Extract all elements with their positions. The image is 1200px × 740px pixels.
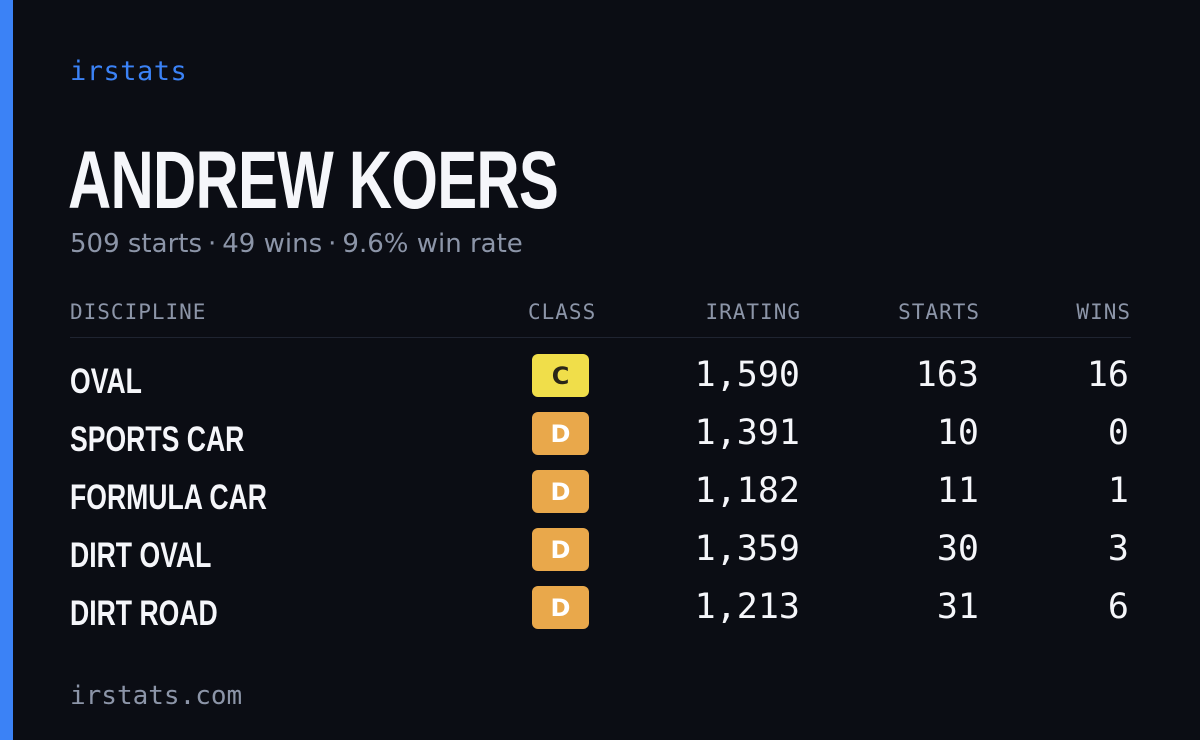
header-wins: WINS	[1076, 300, 1131, 324]
class-badge: D	[532, 586, 589, 629]
accent-bar	[0, 0, 13, 740]
irating-value: 1,213	[694, 587, 800, 627]
summary-separator: ·	[328, 229, 337, 259]
driver-summary: 509 starts · 49 wins · 9.6% win rate	[70, 229, 523, 259]
class-badge: D	[532, 412, 589, 455]
discipline-name: SPORTS CAR	[70, 420, 245, 459]
starts-value: 11	[936, 471, 979, 511]
header-starts: STARTS	[898, 300, 980, 324]
class-badge: D	[532, 470, 589, 513]
driver-name: ANDREW KOERS	[68, 135, 559, 226]
table-row: FORMULA CAR D 1,182 11 1	[70, 470, 1131, 528]
wins-value: 6	[1107, 587, 1129, 627]
irating-value: 1,359	[694, 529, 800, 569]
table-header: DISCIPLINE CLASS IRATING STARTS WINS	[70, 296, 1131, 338]
discipline-name: FORMULA CAR	[70, 478, 268, 517]
discipline-name: OVAL	[70, 362, 142, 401]
irating-value: 1,391	[694, 413, 800, 453]
table-body: OVAL C 1,590 163 16 SPORTS CAR D 1,391 1…	[70, 354, 1131, 644]
table-row: OVAL C 1,590 163 16	[70, 354, 1131, 412]
table-row: DIRT ROAD D 1,213 31 6	[70, 586, 1131, 644]
header-class: CLASS	[528, 300, 597, 324]
header-discipline: DISCIPLINE	[70, 300, 207, 324]
header-irating: IRATING	[705, 300, 801, 324]
brand-logo-text: irstats	[70, 56, 188, 87]
summary-separator: ·	[208, 229, 217, 259]
starts-value: 10	[936, 413, 979, 453]
wins-value: 3	[1107, 529, 1129, 569]
irating-value: 1,182	[694, 471, 800, 511]
table-row: DIRT OVAL D 1,359 30 3	[70, 528, 1131, 586]
starts-value: 163	[915, 355, 979, 395]
irating-value: 1,590	[694, 355, 800, 395]
wins-value: 0	[1107, 413, 1129, 453]
footer-url: irstats.com	[70, 681, 243, 711]
class-badge: D	[532, 528, 589, 571]
class-badge: C	[532, 354, 589, 397]
starts-value: 31	[936, 587, 979, 627]
summary-win-rate: 9.6% win rate	[342, 229, 523, 259]
starts-value: 30	[936, 529, 979, 569]
stats-table: DISCIPLINE CLASS IRATING STARTS WINS OVA…	[70, 296, 1131, 644]
wins-value: 16	[1086, 355, 1129, 395]
discipline-name: DIRT ROAD	[70, 594, 218, 633]
summary-wins: 49 wins	[222, 229, 323, 259]
table-row: SPORTS CAR D 1,391 10 0	[70, 412, 1131, 470]
discipline-name: DIRT OVAL	[70, 536, 212, 575]
wins-value: 1	[1107, 471, 1129, 511]
summary-starts: 509 starts	[70, 229, 202, 259]
